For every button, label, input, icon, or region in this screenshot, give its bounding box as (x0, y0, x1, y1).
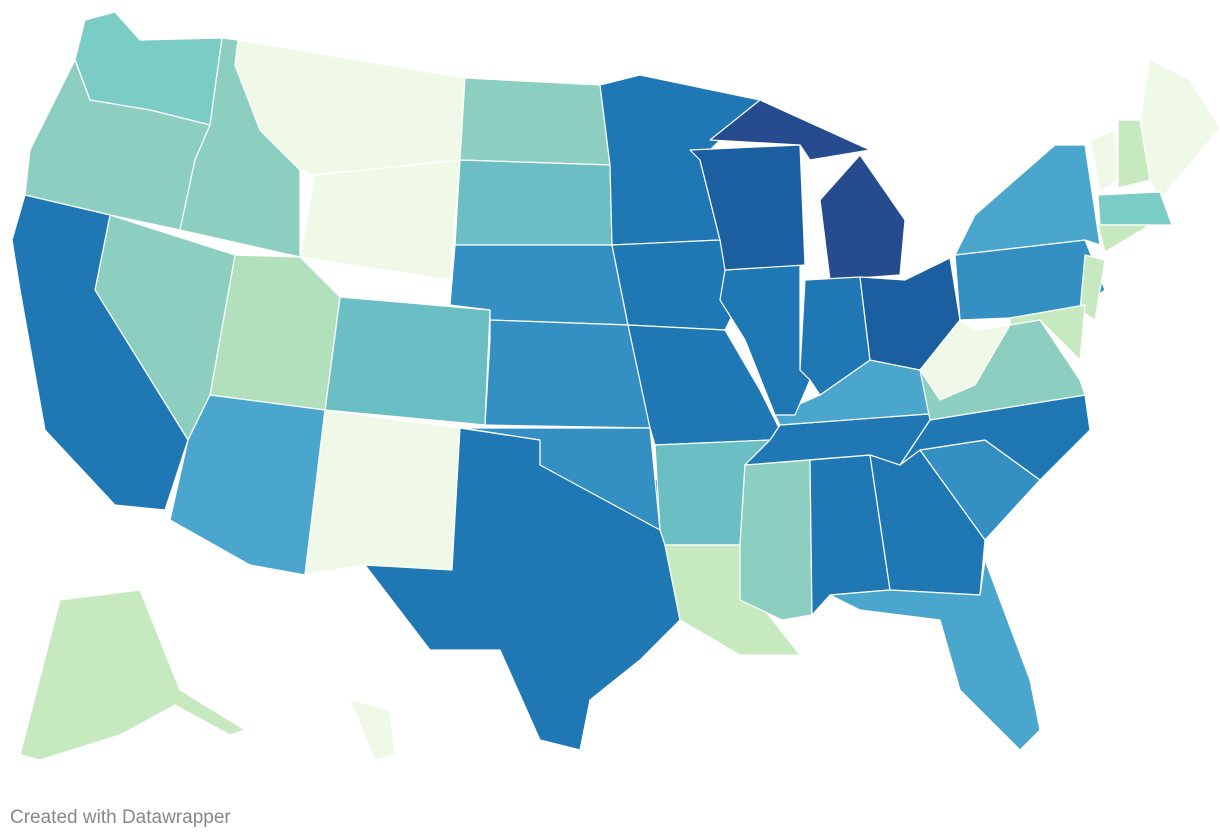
state (1079, 254, 1106, 321)
state (899, 394, 1091, 481)
state (324, 296, 491, 426)
state (459, 77, 611, 166)
state (1089, 129, 1119, 193)
state (1097, 191, 1173, 226)
state (484, 319, 651, 429)
state (954, 144, 1101, 256)
state (739, 459, 813, 621)
state (19, 589, 246, 761)
state (1009, 304, 1086, 361)
state (304, 409, 461, 576)
state (461, 427, 661, 531)
credit: Created with Datawrapper (10, 807, 231, 828)
state (349, 699, 396, 761)
state (709, 99, 871, 161)
state (11, 194, 189, 511)
state (1139, 59, 1220, 201)
state (1097, 224, 1151, 253)
state (299, 159, 461, 281)
states (11, 11, 1220, 761)
state (719, 264, 811, 416)
state (819, 154, 906, 281)
state (919, 319, 1086, 421)
state (454, 159, 613, 246)
state (829, 559, 1041, 751)
